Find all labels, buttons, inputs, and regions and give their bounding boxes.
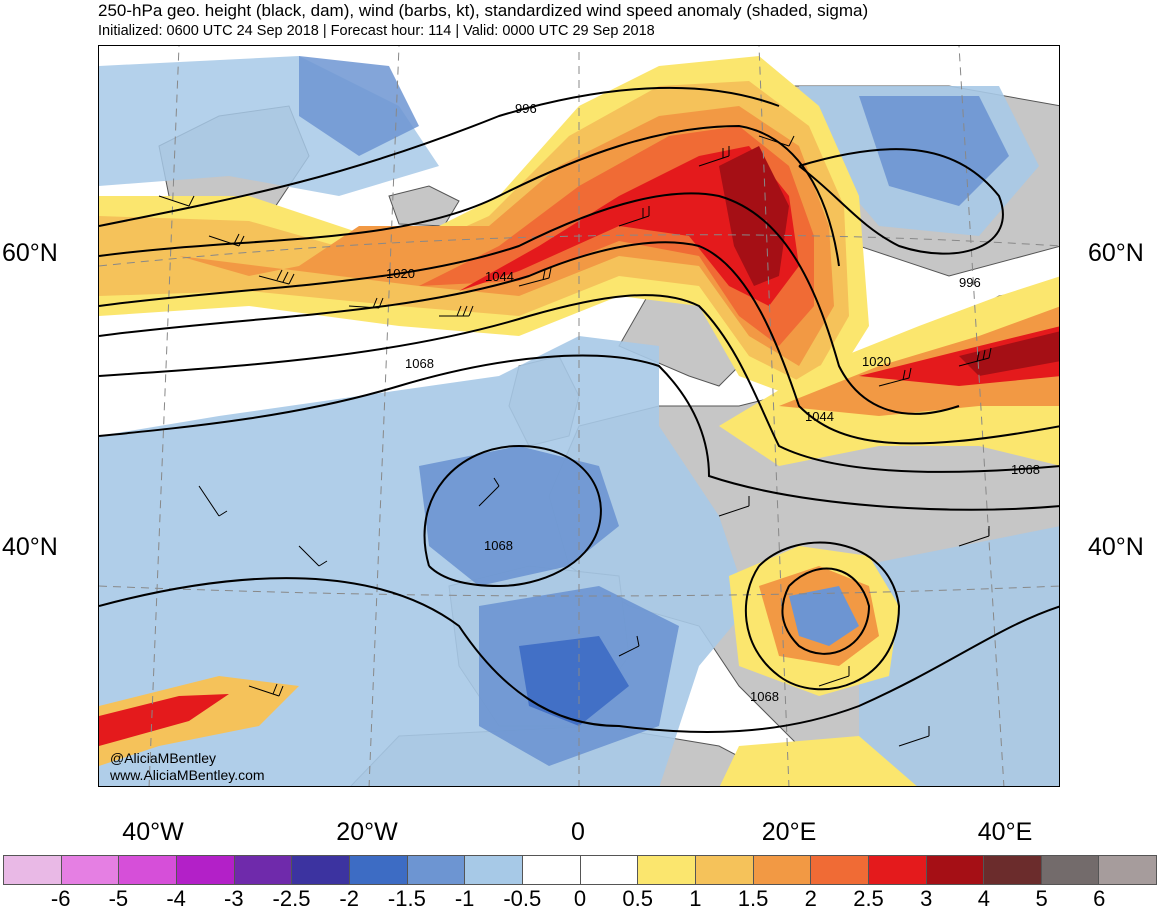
contour-label: 1068 [405,356,434,371]
colorbar-tick-label: 3 [920,886,933,911]
southwest-jet-core [99,694,229,746]
lon-label-40e: 40°E [977,818,1033,846]
lon-label-40w: 40°W [122,818,184,846]
map-panel: 996 1020 1044 1068 996 1020 1044 1068 10… [98,45,1060,787]
colorbar-segment [176,856,235,884]
negative-anomaly-core [519,636,629,726]
colorbar-tick-label: 0.5 [622,886,653,911]
colorbar-tick-label: 1.5 [737,886,769,911]
colorbar-tick-label: -1.5 [387,886,426,911]
credit-website: www.AliciaMBentley.com [110,767,265,783]
colorbar-segment [292,856,350,884]
colorbar-segment [868,856,927,884]
colorbar-tick-label: 6 [1093,886,1106,911]
colorbar-segment [119,856,177,884]
colorbar-segment [926,856,985,884]
colorbar-segment [1099,856,1157,884]
contour-label: 996 [515,101,537,116]
map-title: 250-hPa geo. height (black, dam), wind (… [98,1,869,20]
colorbar-tick-label: 1 [689,886,702,911]
contour-label: 1068 [484,538,513,553]
contour-label: 1068 [1011,462,1040,477]
colorbar-tick-label: -2.5 [272,886,311,911]
negative-anomaly-core [299,56,419,156]
anomaly-shading [99,56,1059,786]
colorbar-tick-label: 4 [977,886,991,911]
colorbar-segment [638,856,696,884]
colorbar-segment [811,856,869,884]
colorbar-tick-label: -0.5 [503,886,542,911]
colorbar-tick-label: 5 [1035,886,1048,911]
negative-anomaly-core [859,96,1009,206]
colorbar-segment [1041,856,1100,884]
wind-barbs [158,135,992,747]
lat-label-40n-right: 40°N [1088,533,1144,561]
contour-label: 1020 [386,266,415,281]
jet-anomaly-6 [719,146,789,286]
contour-label: 1020 [862,354,891,369]
map-canvas: 996 1020 1044 1068 996 1020 1044 1068 10… [99,46,1059,786]
lon-label-0: 0 [571,818,585,846]
negative-anomaly-core [419,446,619,586]
colorbar-segment [984,856,1042,884]
colorbar-segment [753,856,812,884]
southwest-jet-anomaly [99,676,299,766]
colorbar-tick-label: 2 [804,886,817,911]
lat-label-40n: 40°N [2,533,58,561]
colorbar [3,855,1157,885]
colorbar-segment [61,856,120,884]
contour-label-group: 996 1020 1044 1068 996 1020 1044 1068 10… [386,101,1040,704]
lat-label-60n-right: 60°N [1088,239,1144,267]
jet-anomaly-east-3 [859,326,1059,386]
negative-anomaly-region [859,526,1059,786]
colorbar-segment [522,856,581,884]
mediterranean-low-core [789,586,859,646]
colorbar-tick-label: -2 [339,886,359,911]
contour-label: 1044 [485,269,514,284]
colorbar-tick-label: -1 [454,886,475,911]
colorbar-tick-label: 0 [573,886,587,911]
colorbar-tick-label: -3 [224,886,244,911]
lon-label-20e: 20°E [761,818,817,846]
jet-anomaly-5 [459,146,799,306]
contour-label: 996 [959,275,981,290]
colorbar-segment [407,856,466,884]
lat-label-60n: 60°N [2,239,58,267]
colorbar-tick-label: 2.5 [853,886,884,911]
colorbar-segment [580,856,639,884]
lon-label-20w: 20°W [336,818,398,846]
contour-label: 1068 [750,689,779,704]
colorbar-tick-label: -6 [50,886,71,911]
graticule [99,46,1059,786]
north-africa-anomaly [719,736,917,786]
map-subtitle: Initialized: 0600 UTC 24 Sep 2018 | Fore… [98,23,655,39]
jet-anomaly-east-4 [959,331,1059,376]
colorbar-segment [465,856,523,884]
colorbar-tick-label: -5 [108,886,129,911]
colorbar-segment [4,856,62,884]
contour-label: 1044 [805,409,834,424]
colorbar-segment [695,856,754,884]
iceland-land [388,185,460,227]
colorbar-segment [349,856,408,884]
colorbar-segment [234,856,293,884]
colorbar-tick-label: -4 [166,886,186,911]
credit-handle: @AliciaMBentley [110,750,217,766]
height-contours [99,86,1059,733]
